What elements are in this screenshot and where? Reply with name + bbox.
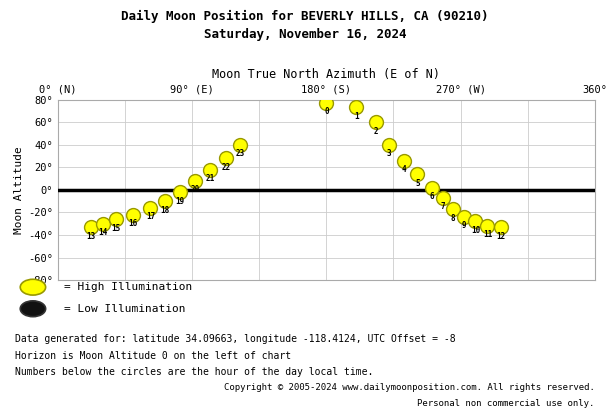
Text: Horizon is Moon Altitude 0 on the left of chart: Horizon is Moon Altitude 0 on the left o… — [15, 351, 292, 361]
Point — [351, 104, 361, 111]
Point — [496, 224, 506, 230]
Text: 21: 21 — [206, 174, 215, 183]
Text: 12: 12 — [496, 232, 506, 241]
Text: 2: 2 — [373, 127, 378, 136]
Text: 8: 8 — [451, 214, 456, 222]
Point — [438, 195, 448, 201]
Text: 14: 14 — [98, 228, 107, 237]
Point — [428, 184, 437, 191]
Text: 3: 3 — [387, 149, 391, 158]
Point — [146, 205, 156, 211]
Point — [175, 189, 185, 195]
Point — [160, 198, 170, 205]
Text: Numbers below the circles are the hour of the day local time.: Numbers below the circles are the hour o… — [15, 367, 373, 377]
Text: 1: 1 — [354, 112, 359, 121]
Ellipse shape — [20, 301, 46, 317]
Text: Data generated for: latitude 34.09663, longitude -118.4124, UTC Offset = -8: Data generated for: latitude 34.09663, l… — [15, 334, 456, 344]
Point — [448, 206, 458, 212]
Text: Personal non commercial use only.: Personal non commercial use only. — [417, 398, 595, 408]
Point — [399, 157, 409, 164]
Point — [205, 166, 215, 173]
Text: 7: 7 — [440, 202, 445, 211]
Text: = Low Illumination: = Low Illumination — [64, 304, 185, 314]
Y-axis label: Moon Altitude: Moon Altitude — [14, 146, 24, 234]
Point — [86, 224, 96, 230]
Text: 23: 23 — [235, 149, 245, 158]
Text: 4: 4 — [401, 165, 406, 174]
Text: 0: 0 — [324, 107, 329, 117]
Text: 5: 5 — [415, 178, 420, 188]
Text: 16: 16 — [128, 219, 137, 228]
Text: 17: 17 — [146, 212, 155, 222]
Text: Daily Moon Position for BEVERLY HILLS, CA (90210): Daily Moon Position for BEVERLY HILLS, C… — [121, 10, 489, 23]
Ellipse shape — [20, 279, 46, 295]
Text: 13: 13 — [86, 232, 95, 241]
Text: 19: 19 — [176, 197, 185, 205]
Text: 9: 9 — [461, 222, 466, 230]
Point — [111, 216, 121, 222]
Point — [127, 211, 137, 218]
Point — [235, 142, 245, 148]
Text: 6: 6 — [430, 192, 434, 201]
X-axis label: Moon True North Azimuth (E of N): Moon True North Azimuth (E of N) — [212, 68, 440, 81]
Point — [470, 218, 480, 225]
Text: 11: 11 — [483, 230, 492, 239]
Text: Copyright © 2005-2024 www.dailymoonposition.com. All rights reserved.: Copyright © 2005-2024 www.dailymoonposit… — [224, 383, 595, 392]
Text: 10: 10 — [471, 226, 480, 235]
Text: 18: 18 — [160, 206, 170, 215]
Text: Saturday, November 16, 2024: Saturday, November 16, 2024 — [204, 28, 406, 41]
Point — [384, 142, 394, 148]
Point — [412, 171, 422, 177]
Point — [483, 222, 492, 229]
Point — [459, 214, 468, 220]
Text: 22: 22 — [222, 163, 231, 172]
Text: = High Illumination: = High Illumination — [64, 282, 192, 292]
Point — [321, 100, 331, 106]
Text: 15: 15 — [112, 224, 121, 233]
Point — [371, 119, 381, 125]
Point — [98, 220, 107, 227]
Text: 20: 20 — [190, 186, 199, 194]
Point — [221, 155, 231, 161]
Point — [190, 178, 200, 184]
